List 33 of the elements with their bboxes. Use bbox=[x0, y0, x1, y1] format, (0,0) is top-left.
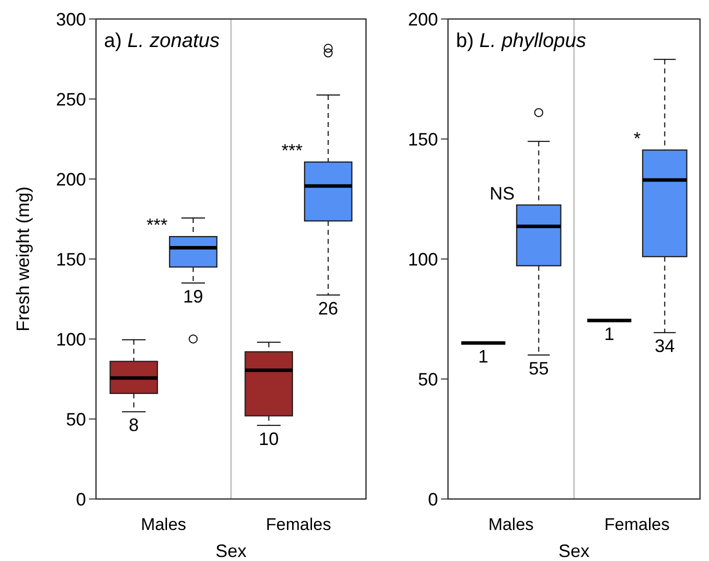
x-tick-label: Males bbox=[488, 515, 534, 534]
annotation: 1 bbox=[478, 346, 488, 366]
annotation: *** bbox=[282, 140, 303, 160]
x-axis-title: Sex bbox=[215, 541, 247, 561]
y-tick-label: 200 bbox=[408, 9, 438, 30]
text: b) L. phyllopus bbox=[456, 30, 586, 52]
y-tick-label: 50 bbox=[66, 409, 86, 430]
annotation: 55 bbox=[528, 358, 549, 378]
annotation: 10 bbox=[258, 428, 279, 449]
annotation: * bbox=[634, 128, 641, 148]
x-tick-label: Females bbox=[266, 515, 332, 534]
y-axis-title: Fresh weight (mg) bbox=[13, 186, 33, 332]
annotation: 19 bbox=[183, 286, 204, 306]
x-axis-title: Sex bbox=[558, 541, 590, 561]
annotation: 34 bbox=[654, 336, 675, 356]
y-tick-label: 100 bbox=[408, 249, 438, 270]
y-tick-label: 150 bbox=[408, 129, 438, 150]
annotation: 1 bbox=[604, 324, 614, 344]
y-tick-label: 50 bbox=[418, 369, 438, 390]
annotation: 8 bbox=[128, 415, 139, 436]
y-tick-label: 200 bbox=[56, 169, 86, 190]
x-tick-label: Females bbox=[604, 515, 670, 534]
annotation: 26 bbox=[318, 298, 338, 318]
text: a) L. zonatus bbox=[104, 30, 220, 52]
y-tick-label: 0 bbox=[76, 489, 86, 510]
y-tick-label: 150 bbox=[56, 249, 86, 270]
annotation: NS bbox=[490, 183, 515, 204]
y-tick-label: 250 bbox=[56, 89, 86, 110]
y-tick-label: 300 bbox=[56, 9, 86, 30]
annotation: *** bbox=[146, 214, 168, 235]
y-tick-label: 100 bbox=[56, 329, 86, 350]
y-tick-label: 0 bbox=[428, 489, 438, 510]
x-tick-label: Males bbox=[140, 515, 186, 534]
